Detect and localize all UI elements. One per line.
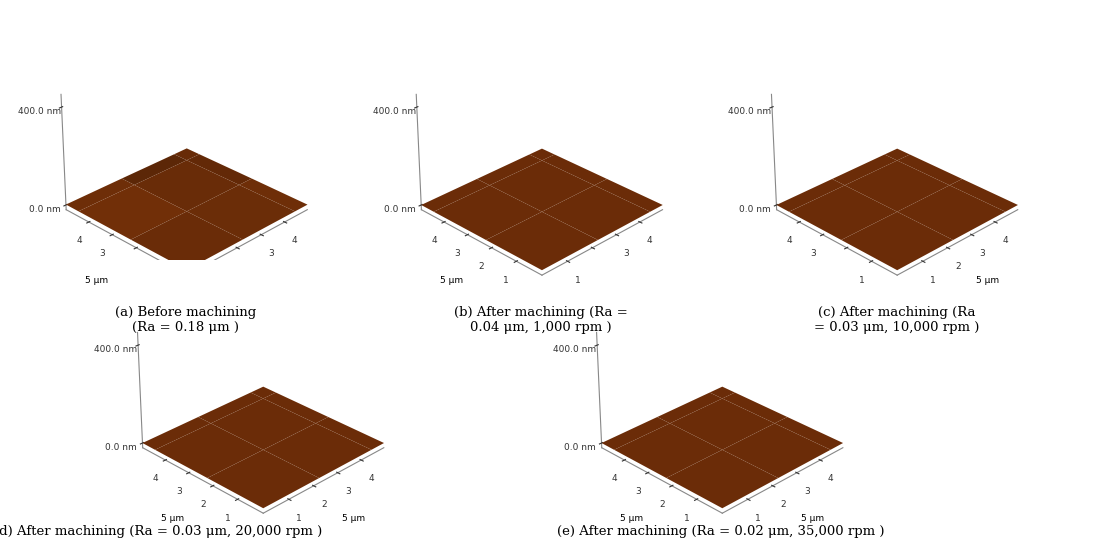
Text: (c) After machining (Ra
= 0.03 μm, 10,000 rpm ): (c) After machining (Ra = 0.03 μm, 10,00… <box>813 306 979 334</box>
X-axis label: 5 μm: 5 μm <box>342 514 365 523</box>
Y-axis label: 5 μm: 5 μm <box>162 514 185 523</box>
Text: (d) After machining (Ra = 0.03 μm, 20,000 rpm ): (d) After machining (Ra = 0.03 μm, 20,00… <box>0 525 322 538</box>
Text: (e) After machining (Ra = 0.02 μm, 35,000 rpm ): (e) After machining (Ra = 0.02 μm, 35,00… <box>557 525 885 538</box>
Text: (a) Before machining
(Ra = 0.18 μm ): (a) Before machining (Ra = 0.18 μm ) <box>115 306 257 334</box>
X-axis label: 5 μm: 5 μm <box>266 276 289 285</box>
Y-axis label: 5 μm: 5 μm <box>796 276 819 285</box>
X-axis label: 5 μm: 5 μm <box>801 514 824 523</box>
Y-axis label: 5 μm: 5 μm <box>85 276 108 285</box>
Text: (b) After machining (Ra =
0.04 μm, 1,000 rpm ): (b) After machining (Ra = 0.04 μm, 1,000… <box>455 306 627 334</box>
X-axis label: 5 μm: 5 μm <box>621 276 644 285</box>
Y-axis label: 5 μm: 5 μm <box>440 276 463 285</box>
Y-axis label: 5 μm: 5 μm <box>621 514 644 523</box>
X-axis label: 5 μm: 5 μm <box>976 276 999 285</box>
